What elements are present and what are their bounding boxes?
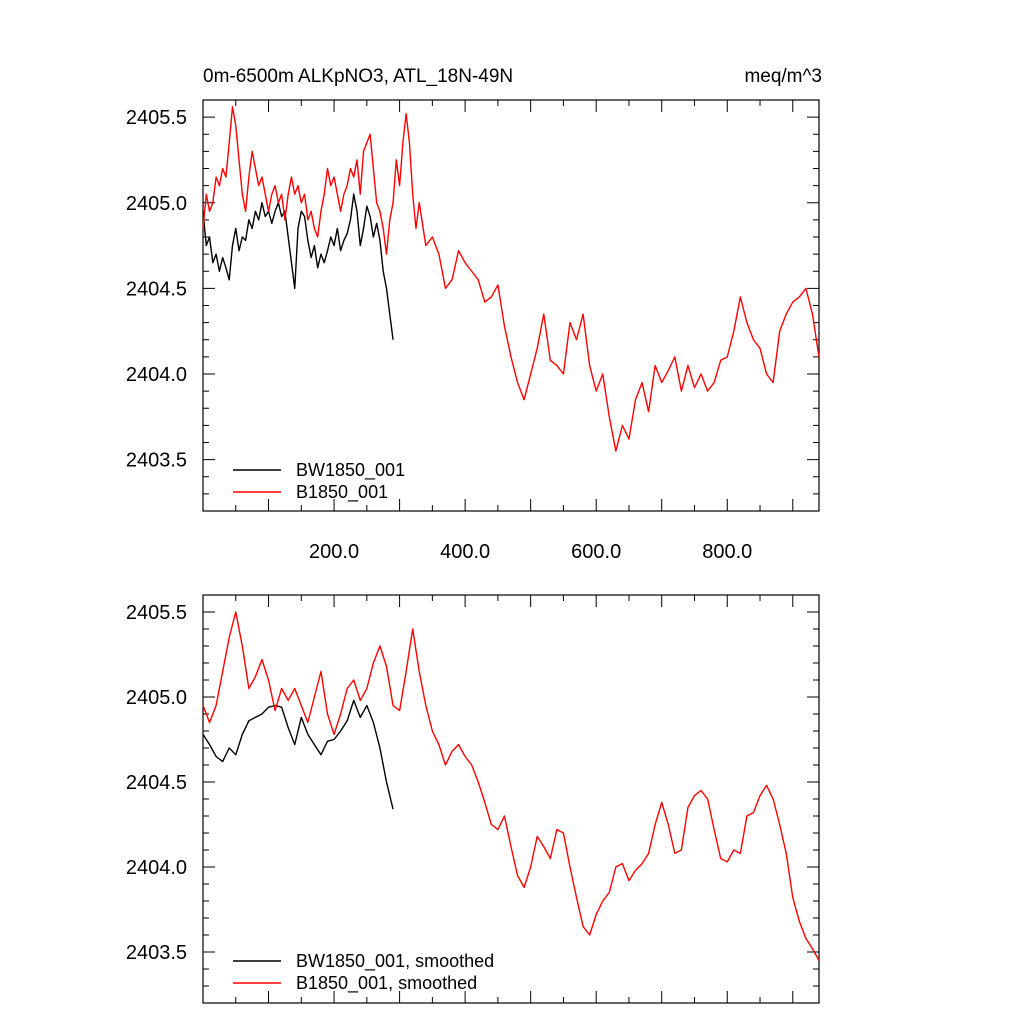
legend-label-b1850: B1850_001 <box>296 482 388 503</box>
legend-label-b1850-smoothed: B1850_001, smoothed <box>296 973 477 994</box>
series-line-bw1850-001 <box>202 193 394 340</box>
legend-label-bw1850: BW1850_001 <box>296 460 405 481</box>
series-line-bw1850-001-smoothed <box>202 699 394 810</box>
x-tick-label: 400.0 <box>440 541 490 563</box>
y-tick-label: 2405.0 <box>126 687 187 709</box>
series-line-b1850-001-smoothed <box>202 611 820 961</box>
chart-units: meq/m^3 <box>744 66 822 87</box>
top-panel: 0m-6500m ALKpNO3, ATL_18N-49N meq/m^3 24… <box>126 66 822 563</box>
bottom-legend: BW1850_001, smoothed B1850_001, smoothed <box>233 951 494 994</box>
legend-label-bw1850-smoothed: BW1850_001, smoothed <box>296 951 494 972</box>
top-legend: BW1850_001 B1850_001 <box>233 460 405 503</box>
y-tick-label: 2404.5 <box>126 278 187 300</box>
top-plot-frame <box>202 99 820 512</box>
y-tick-label: 2403.5 <box>126 942 187 964</box>
y-tick-label: 2403.5 <box>126 450 187 472</box>
bottom-series <box>202 611 820 961</box>
y-tick-label: 2404.0 <box>126 857 187 879</box>
y-tick-label: 2405.0 <box>126 193 187 215</box>
bottom-ticks: 2403.5 2404.0 2404.5 2405.0 2405.5 <box>126 594 819 1003</box>
top-series <box>202 106 820 452</box>
bottom-panel: 2403.5 2404.0 2404.5 2405.0 2405.5 BW1850_00… <box>126 594 820 1004</box>
x-tick-label: 200.0 <box>309 541 359 563</box>
y-tick-label: 2404.0 <box>126 364 187 386</box>
top-ticks: 2403.5 2404.0 2404.5 2405.0 2405.5 200.0 400.0… <box>126 99 819 563</box>
bottom-plot-frame <box>202 594 820 1004</box>
y-tick-label: 2404.5 <box>126 772 187 794</box>
chart-title: 0m-6500m ALKpNO3, ATL_18N-49N <box>203 66 513 87</box>
y-tick-label: 2405.5 <box>126 107 187 129</box>
x-tick-label: 800.0 <box>702 541 752 563</box>
x-tick-label: 600.0 <box>571 541 621 563</box>
y-tick-label: 2405.5 <box>126 602 187 624</box>
series-line-b1850-001 <box>202 106 820 452</box>
